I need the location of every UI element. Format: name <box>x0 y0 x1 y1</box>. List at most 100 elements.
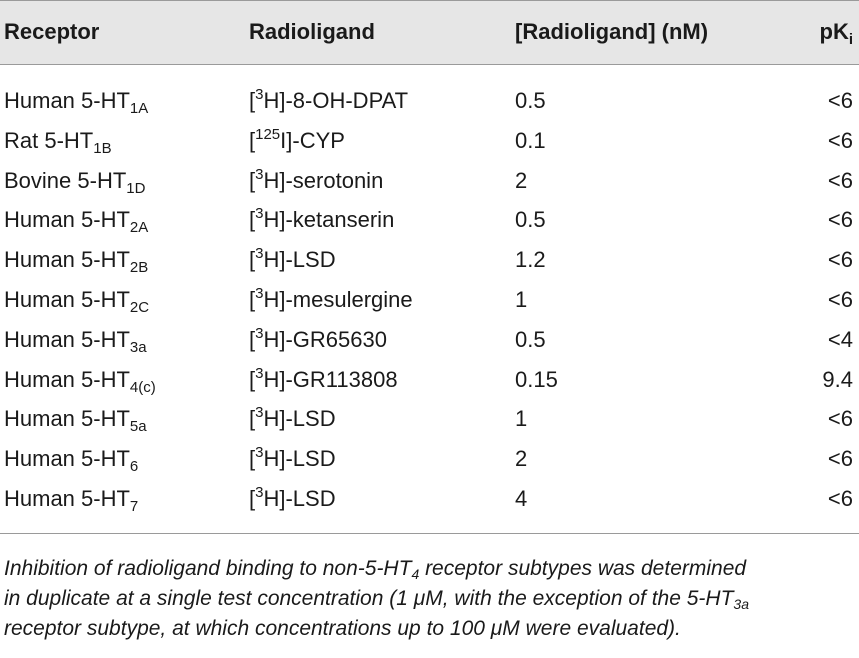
receptor-name: Bovine 5-HT <box>4 168 127 193</box>
radioligand-isotope: 3 <box>255 86 264 103</box>
receptor-name: Rat 5-HT <box>4 128 94 153</box>
receptor-cell: Human 5-HT6 <box>4 446 139 475</box>
receptor-subtype: 2A <box>129 219 149 236</box>
radioligand-cell: [3H]-LSD <box>249 245 336 273</box>
pki-cell: <6 <box>827 88 853 113</box>
receptor-name: Human 5-HT <box>4 367 130 392</box>
table-header-band <box>0 0 859 64</box>
receptor-cell: Human 5-HT3a <box>4 327 147 356</box>
receptor-cell: Human 5-HT4(c) <box>4 367 156 396</box>
radioligand-cell: [3H]-LSD <box>249 484 336 512</box>
footnote-line-2: in duplicate at a single test concentrat… <box>4 584 856 614</box>
receptor-subtype: 7 <box>129 498 139 515</box>
pki-cell: <6 <box>827 486 853 511</box>
footnote-line-2-sub: 3a <box>733 596 749 612</box>
radioligand-cell: [3H]-GR113808 <box>249 366 398 393</box>
receptor-cell: Human 5-HT2A <box>4 207 149 236</box>
concentration-cell: 1.2 <box>515 247 546 272</box>
radioligand-bracket: [ <box>249 406 256 431</box>
radioligand-name: H]-8-OH-DPAT <box>263 88 409 113</box>
radioligand-cell: [3H]-ketanserin <box>249 205 395 233</box>
receptor-name: Human 5-HT <box>4 88 130 113</box>
header-rule <box>0 64 859 65</box>
receptor-subtype: 1A <box>129 100 149 117</box>
radioligand-isotope: 3 <box>255 325 264 342</box>
pki-cell: <6 <box>827 207 853 232</box>
receptor-name: Human 5-HT <box>4 327 130 352</box>
radioligand-bracket: [ <box>249 287 256 312</box>
header-radioligand: Radioligand <box>249 19 375 44</box>
receptor-cell: Human 5-HT2B <box>4 247 149 276</box>
radioligand-cell: [3H]-LSD <box>249 404 336 432</box>
radioligand-bracket: [ <box>249 88 256 113</box>
radioligand-cell: [3H]-serotonin <box>249 166 383 194</box>
radioligand-name: H]-LSD <box>263 446 336 471</box>
receptor-name: Human 5-HT <box>4 486 130 511</box>
receptor-subtype: 2B <box>129 259 149 276</box>
radioligand-cell: [3H]-mesulergine <box>249 285 413 313</box>
radioligand-bracket: [ <box>249 207 256 232</box>
radioligand-name: H]-LSD <box>263 247 336 272</box>
pki-cell: <6 <box>827 446 853 471</box>
radioligand-isotope: 3 <box>255 245 264 262</box>
header-pki-base: pK <box>819 19 849 44</box>
concentration-cell: 0.5 <box>515 207 546 232</box>
receptor-cell: Human 5-HT5a <box>4 406 147 435</box>
radioligand-isotope: 3 <box>255 484 264 501</box>
footnote-line-1-a: Inhibition of radioligand binding to non… <box>4 557 412 580</box>
radioligand-isotope: 3 <box>255 205 264 222</box>
receptor-cell: Human 5-HT1A <box>4 88 149 117</box>
radioligand-name: I]-CYP <box>280 128 345 153</box>
receptor-subtype: 1B <box>93 140 112 157</box>
concentration-cell: 2 <box>515 446 528 471</box>
radioligand-bracket: [ <box>249 486 256 511</box>
receptor-cell: Rat 5-HT1B <box>4 128 112 157</box>
pki-cell: <6 <box>827 168 853 193</box>
concentration-cell: 2 <box>515 168 528 193</box>
receptor-subtype: 1D <box>126 180 146 197</box>
radioligand-bracket: [ <box>249 327 256 352</box>
radioligand-bracket: [ <box>249 128 256 153</box>
radioligand-isotope: 125 <box>255 126 281 143</box>
radioligand-bracket: [ <box>249 247 256 272</box>
pki-cell: <6 <box>827 287 853 312</box>
concentration-cell: 0.1 <box>515 128 546 153</box>
radioligand-cell: [3H]-GR65630 <box>249 325 387 353</box>
radioligand-bracket: [ <box>249 367 256 392</box>
concentration-cell: 1 <box>515 287 528 312</box>
pki-cell: <6 <box>827 406 853 431</box>
top-rule <box>0 0 859 1</box>
header-pki: pKi <box>819 19 854 47</box>
receptor-name: Human 5-HT <box>4 247 130 272</box>
pki-cell: <4 <box>827 327 853 352</box>
receptor-name: Human 5-HT <box>4 446 130 471</box>
footnote-line-1-sub: 4 <box>411 566 420 582</box>
footnote-line-1-b: receptor subtypes was determined <box>419 557 747 580</box>
radioligand-isotope: 3 <box>255 404 264 421</box>
receptor-subtype: 5a <box>129 418 147 435</box>
radioligand-cell: [3H]-8-OH-DPAT <box>249 86 409 114</box>
header-concentration: [Radioligand] (nM) <box>515 19 709 44</box>
radioligand-isotope: 3 <box>255 166 264 183</box>
concentration-cell: 0.5 <box>515 327 546 352</box>
footnote-line-3: receptor subtype, at which concentration… <box>4 617 681 640</box>
receptor-cell: Human 5-HT7 <box>4 486 139 515</box>
concentration-cell: 4 <box>515 486 528 511</box>
receptor-subtype: 3a <box>129 339 147 356</box>
receptor-name: Human 5-HT <box>4 287 130 312</box>
footnote-line-1: Inhibition of radioligand binding to non… <box>4 554 856 584</box>
radioligand-isotope: 3 <box>255 444 264 461</box>
radioligand-name: H]-mesulergine <box>263 287 413 312</box>
radioligand-name: H]-ketanserin <box>263 207 395 232</box>
radioligand-bracket: [ <box>249 446 256 471</box>
receptor-cell: Human 5-HT2C <box>4 287 150 316</box>
radioligand-cell: [125I]-CYP <box>249 126 345 154</box>
radioligand-cell: [3H]-LSD <box>249 444 336 472</box>
radioligand-name: H]-GR65630 <box>263 327 387 352</box>
concentration-cell: 0.5 <box>515 88 546 113</box>
receptor-subtype: 2C <box>129 299 150 316</box>
radioligand-isotope: 3 <box>255 285 264 302</box>
receptor-subtype: 6 <box>129 458 139 475</box>
concentration-cell: 1 <box>515 406 528 431</box>
receptor-subtype: 4(c) <box>129 379 156 396</box>
